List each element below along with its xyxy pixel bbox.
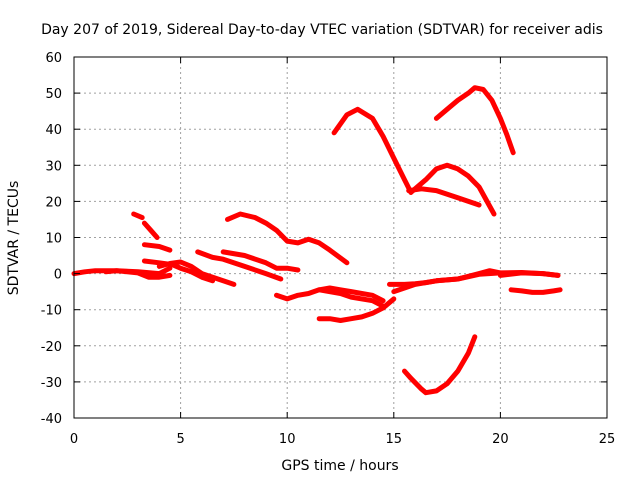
series-line-arc17: [497, 270, 561, 278]
series-line-arc2: [103, 268, 173, 280]
x-tick-label: 15: [386, 432, 403, 447]
series-line-arc13: [316, 296, 397, 323]
series-line-arc20: [408, 162, 497, 217]
series-line-arc7: [156, 259, 237, 287]
axis-ticks: 0 5 10 15 20 25 -40 -30 -20 -10 0 10 20 30 40 50 60: [41, 51, 616, 447]
y-tick-label: -20: [41, 340, 62, 355]
series-line-arc21: [433, 85, 516, 156]
y-axis-label: SDTVAR / TECUs: [6, 181, 22, 296]
series-line-arc8: [195, 249, 284, 282]
series-line-arc5: [141, 242, 173, 253]
series-line-arc16: [391, 268, 503, 295]
y-tick-label: 50: [45, 87, 62, 102]
series-line-arc18: [508, 287, 563, 295]
y-tick-label: 20: [45, 195, 62, 210]
y-tick-label: 10: [45, 232, 62, 247]
x-axis-label: GPS time / hours: [281, 458, 398, 474]
series-group: [71, 85, 563, 396]
series-line-arc9: [220, 249, 301, 273]
series-line-arc14: [331, 106, 414, 195]
y-tick-label: -10: [41, 304, 62, 319]
series-line-arc10: [225, 211, 350, 266]
y-tick-label: -40: [41, 412, 62, 427]
x-tick-label: 0: [70, 432, 78, 447]
chart-title: Day 207 of 2019, Sidereal Day-to-day VTE…: [41, 22, 603, 38]
x-tick-label: 20: [492, 432, 509, 447]
y-tick-label: -30: [41, 376, 62, 391]
x-tick-label: 10: [279, 432, 296, 447]
series-line-arc4: [141, 220, 160, 240]
y-tick-label: 30: [45, 159, 62, 174]
series-line-arc12: [316, 285, 386, 304]
y-tick-label: 60: [45, 51, 62, 66]
series-line-arc6: [141, 258, 216, 284]
x-tick-label: 5: [176, 432, 184, 447]
series-line-arc3: [131, 211, 145, 221]
series-line-arc19: [406, 186, 482, 208]
grid: [74, 57, 607, 418]
y-tick-label: 0: [54, 268, 62, 283]
series-line-arc22: [402, 334, 478, 396]
x-tick-label: 25: [599, 432, 616, 447]
y-tick-label: 40: [45, 123, 62, 138]
